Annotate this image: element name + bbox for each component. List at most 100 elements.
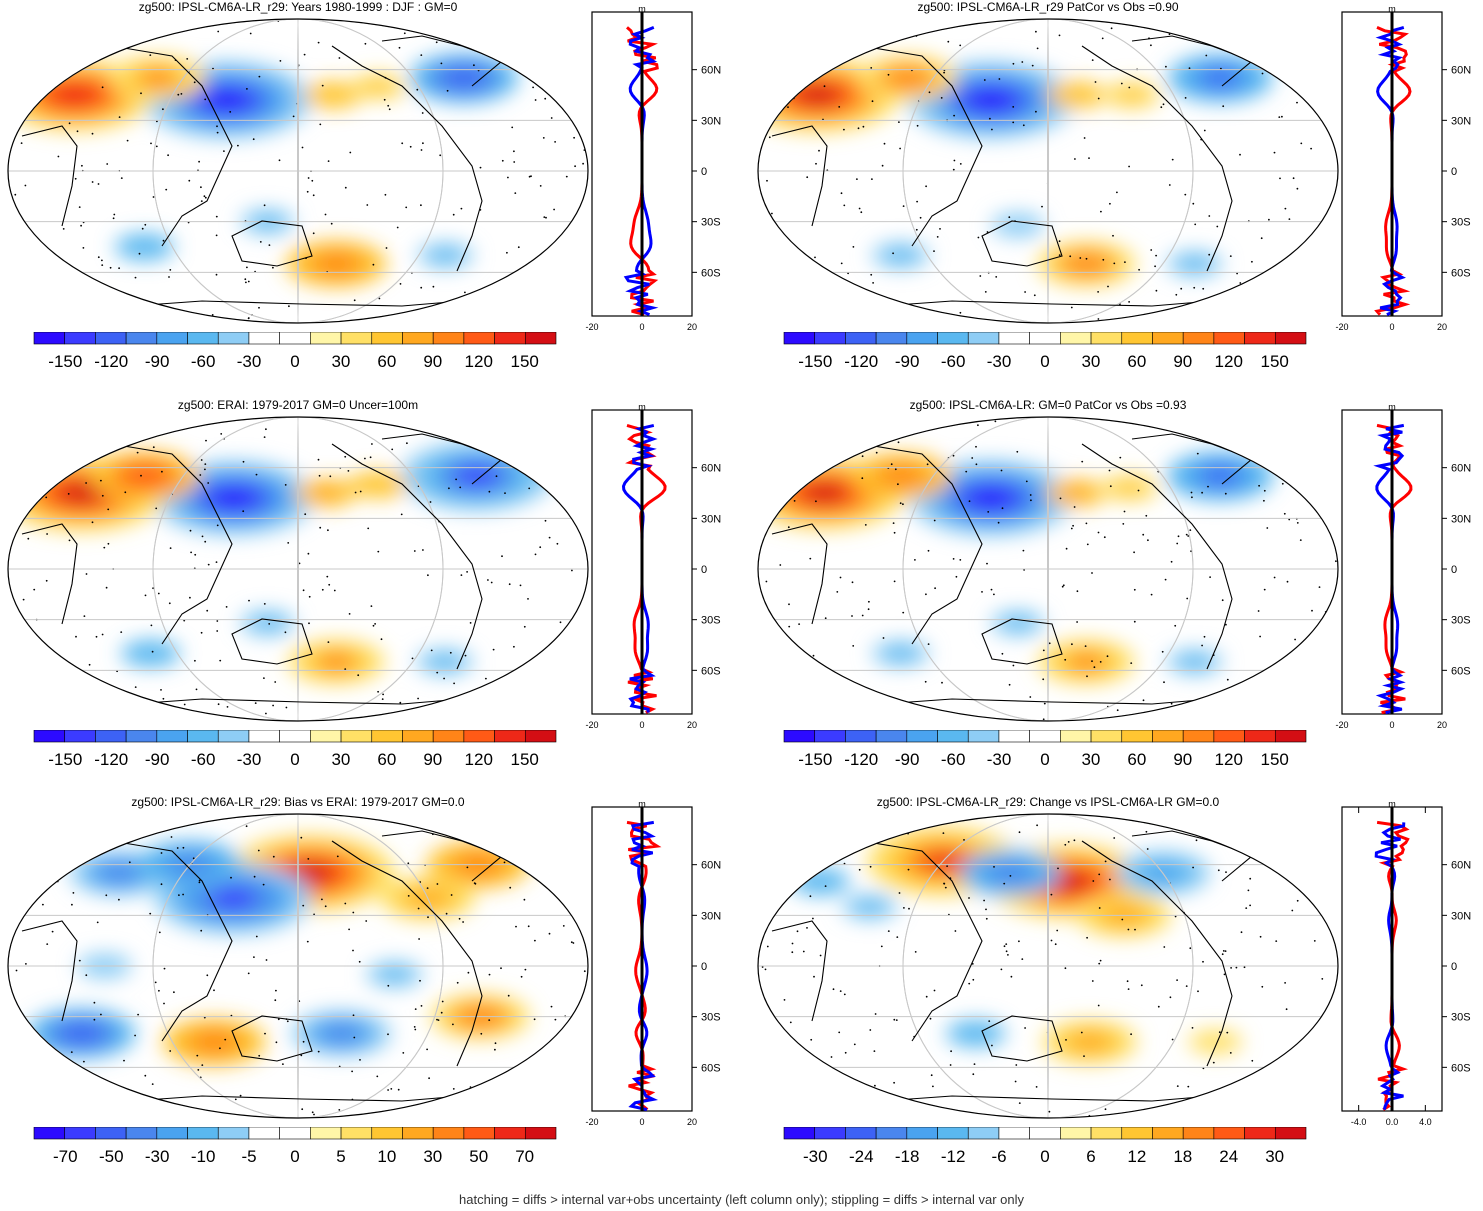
panel-1: zg500: IPSL-CM6A-LR_r29: Years 1980-1999… <box>0 0 740 395</box>
profile-x-tick-label: -20 <box>1335 322 1348 332</box>
colorbar-swatch <box>494 1127 526 1140</box>
colorbar-tick-label: 90 <box>423 750 442 769</box>
colorbar-swatch <box>1152 1127 1184 1140</box>
panel-4: zg500: IPSL-CM6A-LR: GM=0 PatCor vs Obs … <box>750 398 1483 793</box>
anomaly-blob <box>52 84 97 106</box>
panel-3: zg500: ERAI: 1979-2017 GM=0 Uncer=100m m 6… <box>0 398 740 793</box>
colorbar-swatch <box>187 332 219 345</box>
profile-unit: m <box>1388 801 1396 809</box>
anomaly-blob <box>139 69 176 87</box>
colorbar-tick-label: -30 <box>237 750 262 769</box>
profile-unit: m <box>638 801 646 809</box>
colorbar-swatch <box>125 332 158 345</box>
colorbar-tick-label: 6 <box>1086 1147 1095 1166</box>
lat-tick-label: 0 <box>1451 961 1457 973</box>
panel-title: zg500: IPSL-CM6A-LR_r29 PatCor vs Obs =0… <box>917 0 1179 14</box>
anomaly-blob <box>100 864 138 882</box>
colorbar-swatch <box>1152 730 1184 743</box>
colorbar-swatch <box>1121 730 1153 743</box>
anomaly-blob <box>967 487 1015 509</box>
anomaly-blob <box>967 89 1015 111</box>
colorbar-tick-label: 120 <box>465 750 493 769</box>
footer-caption: hatching = diffs > internal var+obs unce… <box>459 1192 1024 1207</box>
colorbar-tick-label: 18 <box>1173 1147 1192 1166</box>
colorbar-tick-label: -120 <box>844 352 878 371</box>
colorbar-swatch <box>33 332 66 345</box>
colorbar-swatch <box>1090 332 1123 345</box>
colorbar-swatch <box>432 332 465 345</box>
colorbar-tick-label: 0 <box>290 1147 299 1166</box>
colorbar-swatch <box>1244 332 1276 345</box>
colorbar-tick-label: -150 <box>798 352 832 371</box>
profile-x-tick-label: 20 <box>687 1117 697 1127</box>
colorbar-swatch <box>783 1127 816 1140</box>
colorbar-swatch <box>64 1127 96 1140</box>
colorbar-swatch <box>1182 332 1215 345</box>
profile-x-tick-label: 0 <box>639 720 644 730</box>
anomaly-blob <box>322 1025 360 1043</box>
colorbar-swatch <box>95 1127 127 1140</box>
colorbar-swatch <box>279 730 311 743</box>
lat-tick-label: 60S <box>701 1062 721 1074</box>
zonal-mean-profile: m 60N 30N 0 30S 60S -20 0 20 <box>585 801 721 1127</box>
profile-x-tick-label: 20 <box>1437 322 1447 332</box>
colorbar-swatch <box>310 1127 342 1140</box>
lat-tick-label: 30N <box>1451 910 1471 922</box>
colorbar-swatch <box>371 1127 403 1140</box>
anomaly-blob <box>194 1033 234 1051</box>
profile-x-tick-label: -20 <box>585 720 598 730</box>
colorbar-swatch <box>937 332 969 345</box>
colorbar-swatch <box>494 730 526 743</box>
colorbar-swatch <box>248 1127 280 1140</box>
lat-tick-label: 60N <box>701 65 721 77</box>
colorbar-swatch <box>463 730 495 743</box>
colorbar-swatch <box>310 332 342 345</box>
colorbar-swatch <box>156 730 188 743</box>
lat-tick-label: 30S <box>701 217 721 229</box>
panel-6: zg500: IPSL-CM6A-LR_r29: Change vs IPSL-… <box>750 795 1483 1190</box>
anomaly-blob <box>795 84 841 106</box>
colorbar-swatch <box>524 730 557 743</box>
colorbar-swatch <box>845 1127 877 1140</box>
colorbar-tick-label: -150 <box>798 750 832 769</box>
colorbar-swatch <box>1213 332 1245 345</box>
colorbar-tick-label: 120 <box>1215 352 1243 371</box>
colorbar-tick-label: -90 <box>145 750 170 769</box>
profile-unit: m <box>1388 404 1396 412</box>
profile-unit: m <box>638 404 646 412</box>
colorbar-tick-label: 60 <box>1127 352 1146 371</box>
colorbar-swatch <box>814 1127 846 1140</box>
colorbar-swatch <box>1213 730 1245 743</box>
profile-x-tick-label: -20 <box>585 1117 598 1127</box>
lat-tick-label: 60N <box>1451 463 1471 475</box>
colorbar-tick-label: -60 <box>191 352 216 371</box>
colorbar-tick-label: -60 <box>941 750 966 769</box>
colorbar-tick-label: -120 <box>94 750 128 769</box>
profile-x-tick-label: 0 <box>1389 322 1394 332</box>
colorbar: -150 -120 -90 -60 -30 0 30 60 90 120 150 <box>33 332 557 371</box>
colorbar-swatch <box>1029 332 1061 345</box>
colorbar-swatch <box>33 730 66 743</box>
colorbar-tick-label: 50 <box>469 1147 488 1166</box>
colorbar-swatch <box>156 1127 188 1140</box>
anomaly-blob <box>1002 218 1033 232</box>
colorbar-swatch <box>402 1127 434 1140</box>
lat-tick-label: 30S <box>701 615 721 627</box>
colorbar-tick-label: -60 <box>941 352 966 371</box>
colorbar-tick-label: 60 <box>1127 750 1146 769</box>
colorbar-tick-label: -30 <box>145 1147 170 1166</box>
lat-tick-label: 30N <box>701 910 721 922</box>
colorbar-swatch <box>1060 1127 1092 1140</box>
anomaly-blob <box>884 646 917 661</box>
colorbar-swatch <box>1182 1127 1215 1140</box>
colorbar-tick-label: -90 <box>895 750 920 769</box>
anomaly-blob <box>1200 466 1241 486</box>
anomaly-blob <box>455 466 498 486</box>
map <box>757 813 1339 1119</box>
colorbar-swatch <box>217 730 250 743</box>
colorbar-swatch <box>340 332 373 345</box>
colorbar-tick-label: -60 <box>191 750 216 769</box>
colorbar-tick-label: 0 <box>1040 750 1049 769</box>
colorbar-tick-label: 30 <box>423 1147 442 1166</box>
panel-title: zg500: ERAI: 1979-2017 GM=0 Uncer=100m <box>177 398 419 412</box>
